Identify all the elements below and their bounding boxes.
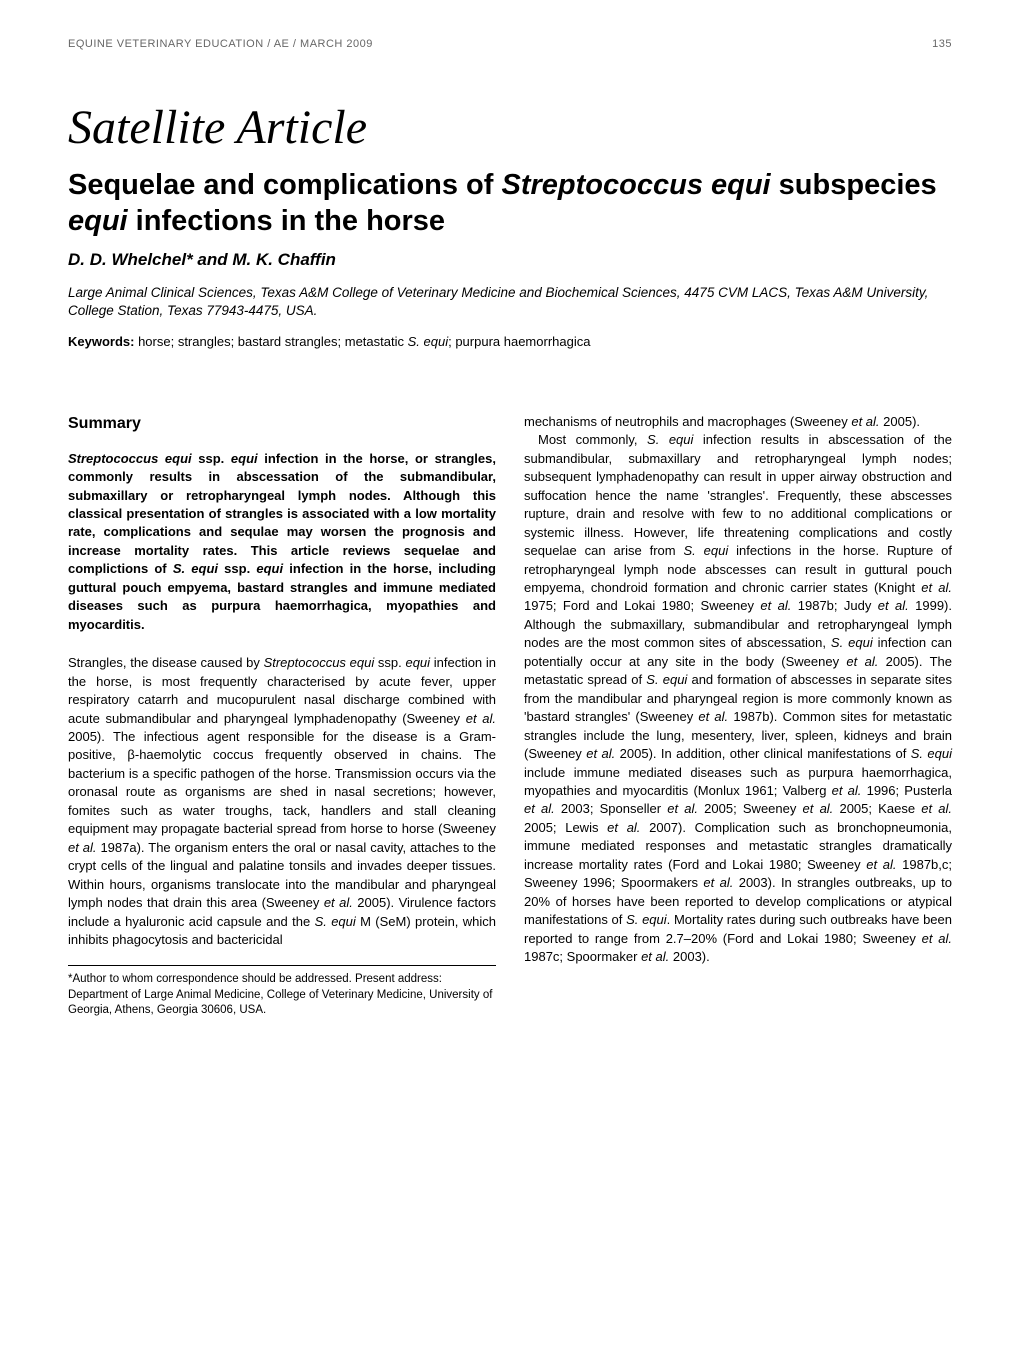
title-text: infections in the horse	[128, 205, 445, 237]
article-title: Sequelae and complications of Streptococ…	[68, 167, 952, 240]
body-text: Most commonly,	[538, 432, 647, 447]
species-name: S. equi	[831, 635, 873, 650]
body-text: Strangles, the disease caused by	[68, 655, 264, 670]
title-text: subspecies	[771, 169, 937, 201]
summary-paragraph: Streptococcus equi ssp. equi infection i…	[68, 450, 496, 635]
body-text: 2005; Lewis	[524, 820, 607, 835]
body-text: 2005; Kaese	[833, 801, 921, 816]
summary-text: infection in the horse, or strangles, co…	[68, 451, 496, 577]
species-name: S. equi	[646, 672, 687, 687]
page-number: 135	[932, 38, 952, 50]
species-name: equi	[256, 561, 283, 576]
body-paragraph: Strangles, the disease caused by Strepto…	[68, 654, 496, 949]
article-type: Satellite Article	[68, 100, 952, 155]
body-text: 2005; Sweeney	[698, 801, 803, 816]
body-text: 2005).	[880, 414, 920, 429]
et-al: et al.	[586, 746, 615, 761]
et-al: et al.	[667, 801, 698, 816]
title-text: Sequelae and complications of	[68, 169, 502, 201]
summary-heading: Summary	[68, 413, 496, 436]
keywords-species: S. equi	[408, 334, 448, 349]
body-text: 2005). The infectious agent responsible …	[68, 729, 496, 836]
species-name: S. equi	[684, 543, 729, 558]
footnote: *Author to whom correspondence should be…	[68, 972, 496, 1019]
et-al: et al.	[68, 840, 97, 855]
et-al: et al.	[324, 895, 353, 910]
body-text: 1987c; Spoormaker	[524, 949, 641, 964]
species-name: equi	[231, 451, 258, 466]
summary-text: ssp.	[218, 561, 256, 576]
body-text: mechanisms of neutrophils and macrophage…	[524, 414, 851, 429]
affiliation: Large Animal Clinical Sciences, Texas A&…	[68, 284, 952, 320]
title-species: equi	[68, 205, 128, 237]
keywords-label: Keywords:	[68, 334, 134, 349]
et-al: et al.	[524, 801, 555, 816]
et-al: et al.	[698, 709, 728, 724]
et-al: et al.	[921, 801, 952, 816]
footnote-separator	[68, 965, 496, 966]
et-al: et al.	[703, 875, 733, 890]
species-name: Streptococcus equi	[68, 451, 192, 466]
left-column: Summary Streptococcus equi ssp. equi inf…	[68, 413, 496, 1019]
species-name: equi	[405, 655, 430, 670]
species-name: S. equi	[315, 914, 356, 929]
body-text: 2005). In addition, other clinical manif…	[615, 746, 911, 761]
et-al: et al.	[466, 711, 496, 726]
et-al: et al.	[921, 580, 952, 595]
body-text: ssp.	[374, 655, 405, 670]
content-columns: Summary Streptococcus equi ssp. equi inf…	[68, 413, 952, 1019]
body-text: infection results in abscessation of the…	[524, 432, 952, 558]
et-al: et al.	[866, 857, 896, 872]
journal-name: EQUINE VETERINARY EDUCATION / AE / MARCH…	[68, 38, 373, 50]
body-paragraph: Most commonly, S. equi infection results…	[524, 431, 952, 966]
title-species: Streptococcus equi	[502, 169, 771, 201]
et-al: et al.	[922, 931, 952, 946]
body-text: 2003; Sponseller	[555, 801, 668, 816]
species-name: S. equi	[647, 432, 693, 447]
body-text: 1975; Ford and Lokai 1980; Sweeney	[524, 598, 760, 613]
et-al: et al.	[832, 783, 862, 798]
right-column: mechanisms of neutrophils and macrophage…	[524, 413, 952, 1019]
body-text: 1996; Pusterla	[861, 783, 952, 798]
et-al: et al.	[641, 949, 669, 964]
species-name: Streptococcus equi	[264, 655, 375, 670]
body-paragraph-continuation: mechanisms of neutrophils and macrophage…	[524, 413, 952, 431]
keywords-text: horse; strangles; bastard strangles; met…	[134, 334, 407, 349]
authors: D. D. Whelchel* and M. K. Chaffin	[68, 250, 952, 270]
et-al: et al.	[803, 801, 834, 816]
et-al: et al.	[851, 414, 879, 429]
summary-text: ssp.	[192, 451, 231, 466]
keywords-text: ; purpura haemorrhagica	[448, 334, 590, 349]
body-text: 2003).	[669, 949, 709, 964]
body-text: 1987b; Judy	[791, 598, 877, 613]
species-name: S. equi	[911, 746, 952, 761]
species-name: S. equi	[173, 561, 218, 576]
keywords: Keywords: horse; strangles; bastard stra…	[68, 334, 952, 349]
et-al: et al.	[607, 820, 640, 835]
et-al: et al.	[846, 654, 878, 669]
page-header: EQUINE VETERINARY EDUCATION / AE / MARCH…	[68, 38, 952, 50]
et-al: et al.	[878, 598, 909, 613]
species-name: S. equi	[626, 912, 667, 927]
et-al: et al.	[760, 598, 791, 613]
